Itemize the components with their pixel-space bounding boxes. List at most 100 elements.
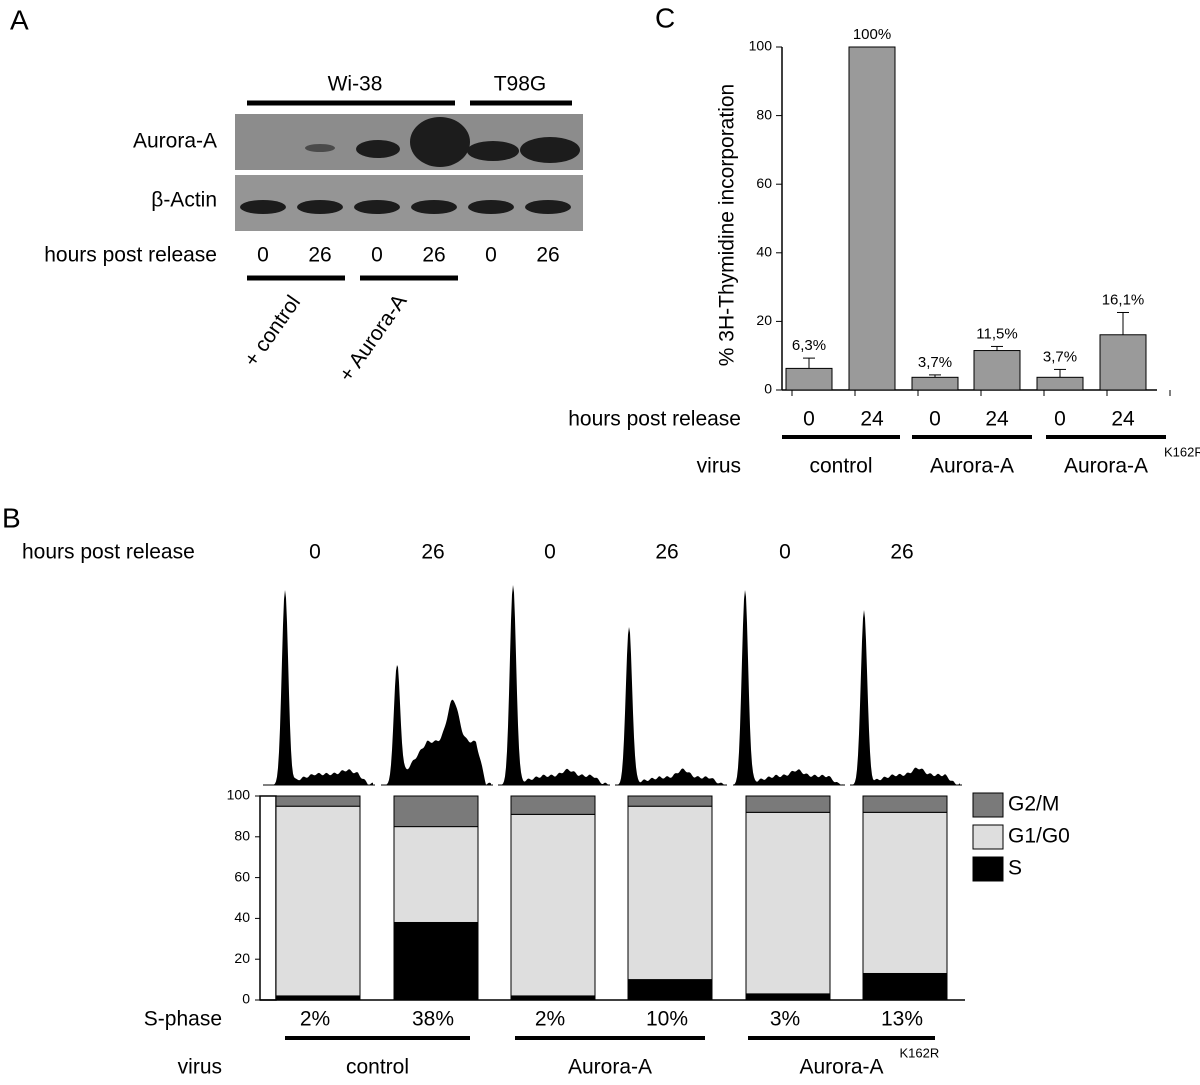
group-label: control (346, 1056, 409, 1079)
bar-segment (275, 795, 361, 807)
y-tick-label: 100 (227, 787, 251, 803)
x-tick-label: 26 (655, 541, 678, 564)
y-axis-title: % 3H-Thymidine incorporation (716, 84, 739, 366)
x-tick-label: 0 (779, 541, 791, 564)
bar-segment (393, 826, 479, 923)
bar-segment (393, 795, 479, 828)
bar-segment (275, 805, 361, 997)
bar-segment (275, 995, 361, 1001)
panel-label: A (10, 4, 29, 35)
row-label: virus (697, 455, 741, 478)
bar-segment (510, 995, 596, 1001)
group-superscript: K162R (900, 1045, 940, 1060)
blot-group: T98G (494, 73, 547, 96)
histogram (733, 590, 843, 785)
blot-group: Wi-38 (328, 73, 383, 96)
histogram (381, 665, 491, 785)
bar-segment (745, 811, 831, 995)
x-tick-label: 0 (544, 541, 556, 564)
lane-label: 0 (485, 244, 497, 267)
bar-segment (745, 795, 831, 813)
histogram (498, 585, 608, 785)
blot-strip (235, 114, 583, 170)
value-label: 2% (300, 1008, 330, 1031)
value-label: 3% (770, 1008, 800, 1031)
lane-label: 26 (308, 244, 331, 267)
y-tick-label: 40 (234, 909, 250, 925)
row-label: hours post release (22, 541, 195, 564)
value-label: 3,7% (1043, 348, 1077, 365)
histogram (850, 610, 960, 785)
value-label: 6,3% (792, 337, 826, 354)
y-tick-label: 60 (234, 868, 250, 884)
legend-swatch (972, 824, 1004, 850)
value-label: 11,5% (976, 325, 1017, 342)
axis-band (259, 795, 277, 1001)
row-label: virus (178, 1056, 222, 1079)
bar-segment (510, 813, 596, 997)
value-label: 3,7% (918, 354, 952, 371)
group-label: Aurora-A (930, 455, 1014, 478)
bar-segment (745, 993, 831, 1001)
x-tick-label: 24 (1111, 408, 1135, 431)
x-tick-label: 24 (860, 408, 884, 431)
x-tick-label: 0 (1054, 408, 1066, 431)
bar-segment (393, 921, 479, 1001)
legend-swatch (972, 856, 1004, 882)
y-tick-label: 0 (764, 381, 772, 397)
error-bar (929, 374, 941, 378)
legend-label: G2/M (1008, 793, 1059, 816)
bar (1036, 376, 1084, 391)
y-tick-label: 20 (756, 312, 772, 328)
bar-segment (510, 795, 596, 815)
panel-label: C (655, 2, 675, 33)
treatment-label: + Aurora-A (335, 290, 412, 386)
x-tick-label: 26 (421, 541, 444, 564)
value-label: 2% (535, 1008, 565, 1031)
row-label: hours post release (568, 408, 741, 431)
bar (1099, 334, 1147, 391)
x-tick-label: 24 (985, 408, 1009, 431)
group-superscript: K162R (1164, 444, 1200, 459)
legend-swatch (972, 792, 1004, 818)
value-label: 16,1% (1102, 291, 1145, 308)
treatment-label: + control (240, 291, 305, 371)
lane-label: 26 (422, 244, 445, 267)
lane-label: 0 (371, 244, 383, 267)
group-label: Aurora-A (568, 1056, 652, 1079)
blot-row-label: β-Actin (151, 189, 217, 212)
bar-segment (862, 972, 948, 1001)
lane-label: 0 (257, 244, 269, 267)
lane-label: 26 (536, 244, 559, 267)
y-tick-label: 0 (242, 991, 250, 1007)
value-label: 13% (881, 1008, 923, 1031)
bar (911, 376, 959, 391)
panel-label: B (2, 502, 21, 533)
bar-segment (627, 979, 713, 1001)
x-tick-label: 0 (929, 408, 941, 431)
legend-label: S (1008, 857, 1022, 880)
bar (848, 46, 896, 391)
y-tick-label: 100 (749, 38, 773, 54)
flow-histograms (263, 585, 962, 786)
y-tick-label: 20 (234, 950, 250, 966)
group-label: control (809, 455, 872, 478)
value-label: 38% (412, 1008, 454, 1031)
bar-segment (627, 805, 713, 981)
error-bar (1117, 311, 1129, 335)
x-tick-label: 26 (890, 541, 913, 564)
histogram (615, 627, 725, 785)
row-label: S-phase (144, 1008, 222, 1031)
y-tick-label: 80 (234, 828, 250, 844)
legend-label: G1/G0 (1008, 825, 1070, 848)
bar-segment (627, 795, 713, 807)
value-label: 10% (646, 1008, 688, 1031)
histogram (263, 590, 373, 785)
y-tick-label: 40 (756, 244, 772, 260)
y-tick-label: 60 (756, 175, 772, 191)
bar-segment (862, 795, 948, 813)
bar (973, 350, 1021, 391)
error-bar (803, 357, 815, 369)
x-tick-label: 0 (803, 408, 815, 431)
